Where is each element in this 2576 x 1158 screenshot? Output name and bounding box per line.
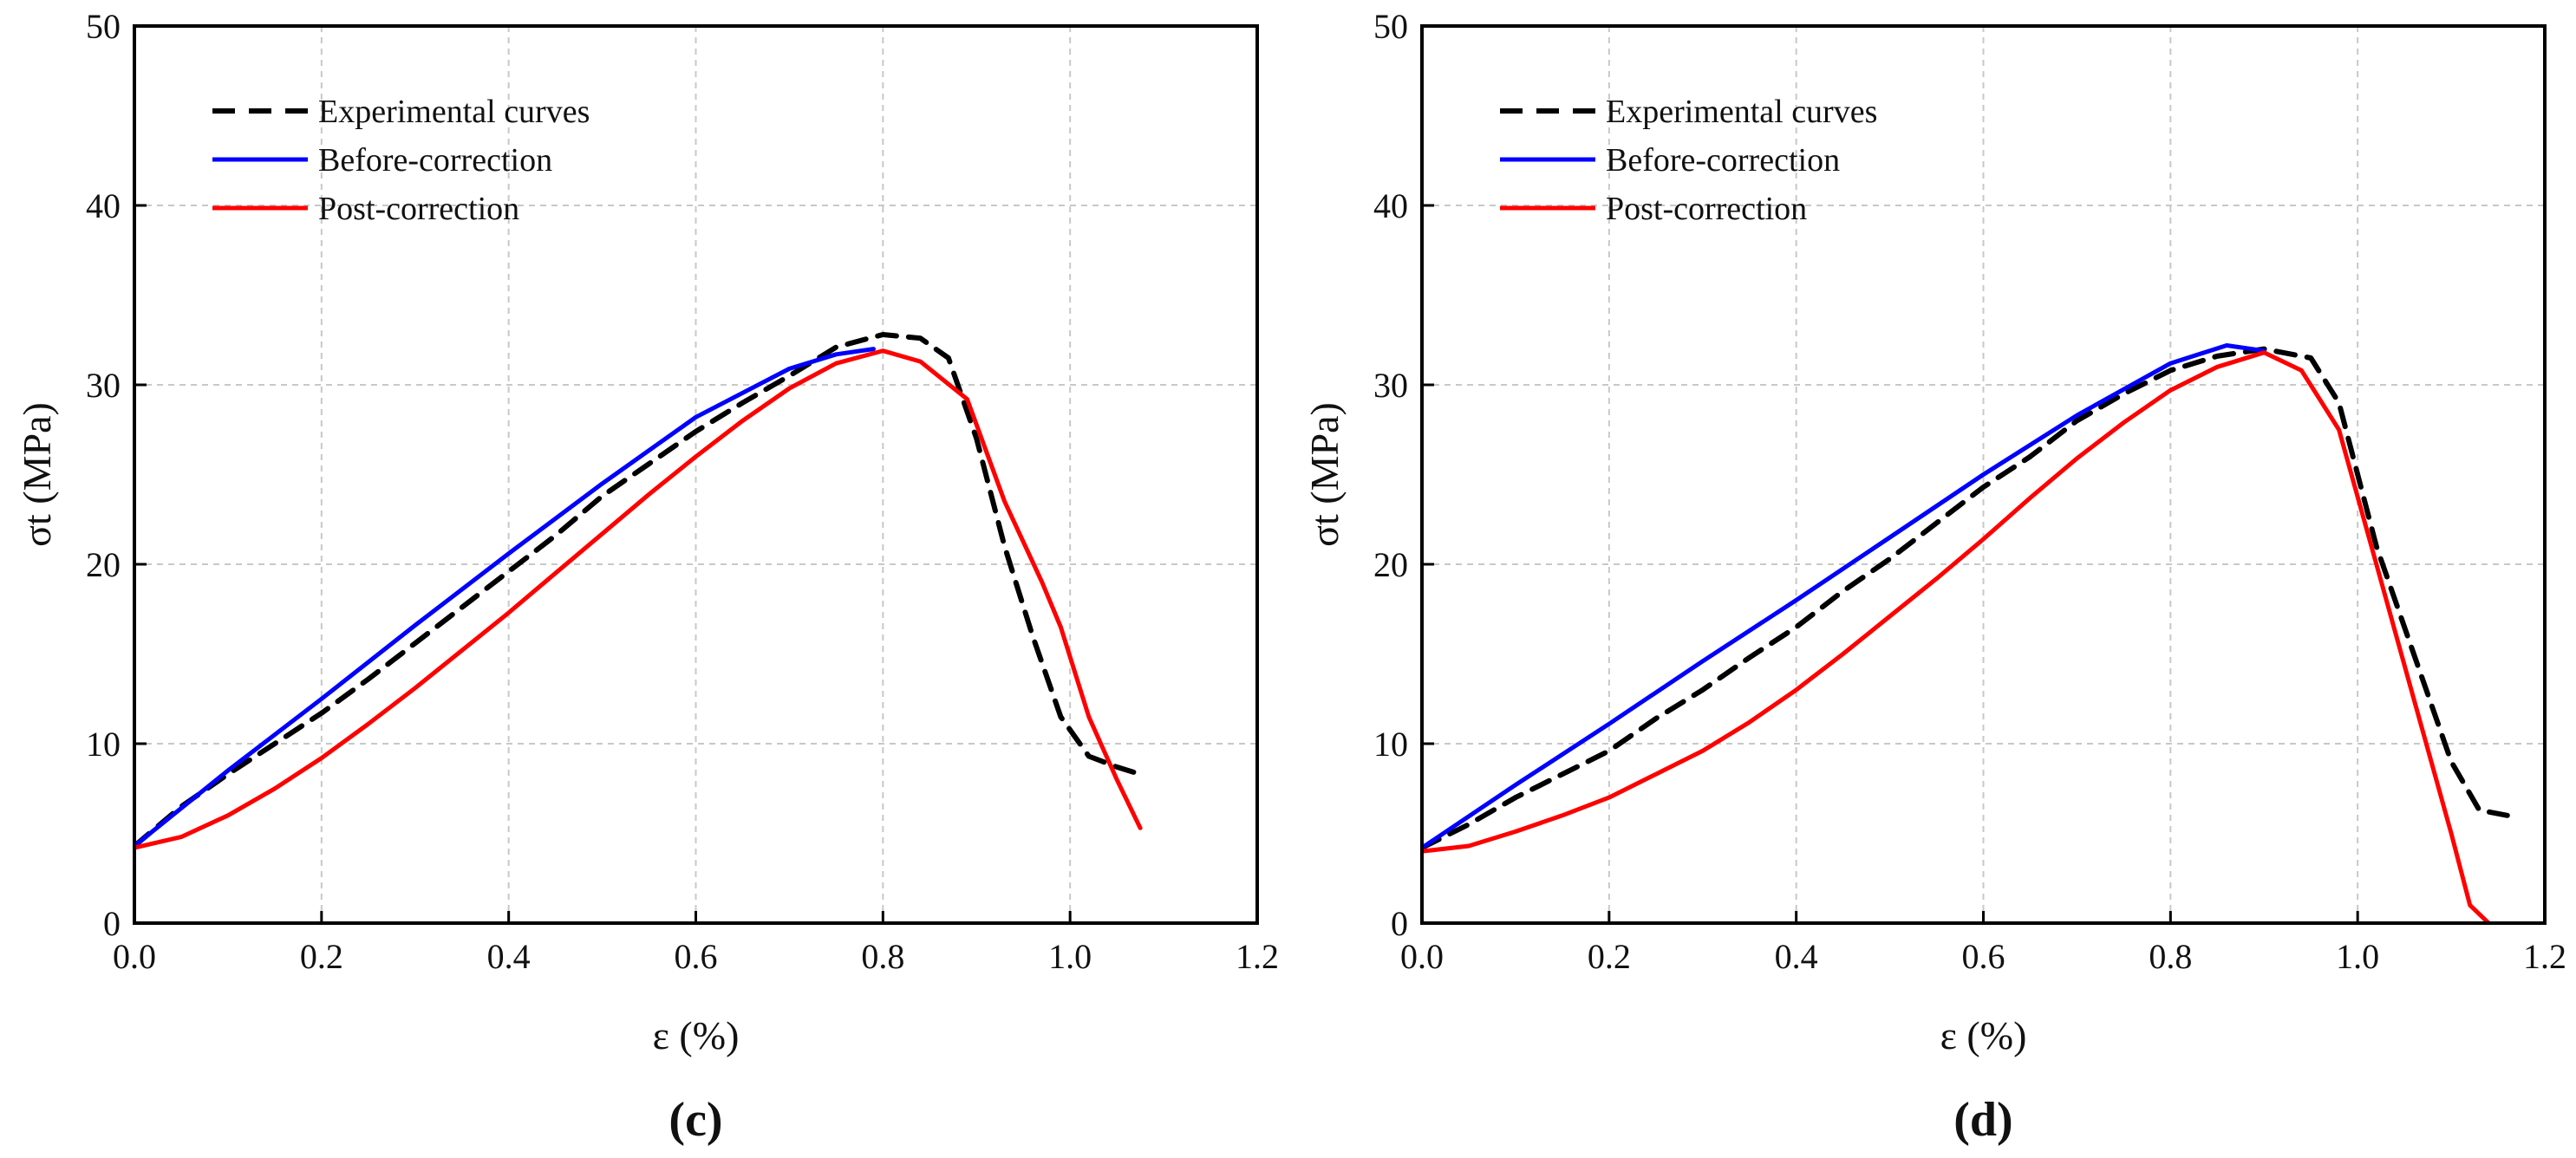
x-tick-label: 0.4 — [487, 937, 531, 976]
chart-svg: 0.0 0.2 0.4 0.6 0.8 1.0 1.2 0 10 20 30 40 50 ε (%) σt … — [1302, 7, 2566, 1147]
legend-label-before-correction: Before-correction — [318, 142, 552, 179]
y-tick-label: 50 — [86, 7, 121, 46]
x-tick-label: 0.6 — [675, 937, 718, 976]
y-tick-label: 50 — [1373, 7, 1408, 46]
y-tick-label: 20 — [86, 545, 121, 584]
x-tick-label: 0.4 — [1775, 937, 1818, 976]
x-tick-label: 0.8 — [2149, 937, 2192, 976]
series-line-post-correction — [134, 348, 1143, 850]
ticks — [133, 24, 1259, 925]
series-line-experimental-curves — [1422, 346, 2510, 851]
y-tick-label: 30 — [86, 366, 121, 405]
series-line-post-correction — [1422, 350, 2491, 923]
grid — [134, 26, 1257, 923]
series-line-before-correction — [1422, 343, 2266, 850]
y-tick-label: 20 — [1373, 545, 1408, 584]
x-tick-label: 1.0 — [1048, 937, 1092, 976]
series-group — [134, 332, 1144, 850]
y-tick-label: 0 — [103, 904, 121, 943]
ticks — [1420, 24, 2547, 925]
legend: Experimental curves Before-correction Post… — [212, 94, 590, 227]
x-tick-label: 1.0 — [2336, 937, 2379, 976]
panel-caption: (c) — [668, 1093, 722, 1147]
chart-svg: 0.0 0.2 0.4 0.6 0.8 1.0 1.2 0 10 20 30 40 50 ε (%) σt … — [15, 7, 1279, 1147]
y-tick-label: 10 — [1373, 725, 1408, 764]
y-tick-label: 10 — [86, 725, 121, 764]
x-tick-label: 0.6 — [1962, 937, 2005, 976]
series-group — [1422, 343, 2510, 923]
legend-label-before-correction: Before-correction — [1606, 142, 1840, 179]
x-tick-label: 1.2 — [2523, 937, 2566, 976]
x-tick-label: 0.2 — [1588, 937, 1631, 976]
legend-label-post-correction: Post-correction — [318, 191, 519, 227]
y-tick-label: 30 — [1373, 366, 1408, 405]
y-axis-title: σt (MPa) — [1302, 402, 1347, 547]
legend-label-experimental-curves: Experimental curves — [318, 94, 590, 130]
x-tick-label: 0.8 — [861, 937, 904, 976]
x-tick-label: 0.2 — [300, 937, 343, 976]
x-tick-label: 0.0 — [113, 937, 156, 976]
legend: Experimental curves Before-correction Post… — [1500, 94, 1877, 227]
x-tick-label: 1.2 — [1236, 937, 1279, 976]
series-line-before-correction — [134, 347, 876, 849]
panel-caption: (d) — [1953, 1093, 2012, 1147]
y-tick-label: 40 — [1373, 186, 1408, 225]
x-axis-title: ε (%) — [653, 1013, 740, 1057]
y-tick-label: 40 — [86, 186, 121, 225]
chart-panel-d: 0.0 0.2 0.4 0.6 0.8 1.0 1.2 0 10 20 30 40 50 ε (%) σt … — [1288, 0, 2575, 1154]
x-axis-title: ε (%) — [1940, 1013, 2027, 1057]
chart-panel-c: 0.0 0.2 0.4 0.6 0.8 1.0 1.2 0 10 20 30 40 50 ε (%) σt … — [0, 0, 1288, 1154]
x-tick-label: 0.0 — [1400, 937, 1444, 976]
legend-label-experimental-curves: Experimental curves — [1606, 94, 1877, 130]
y-tick-label: 0 — [1391, 904, 1408, 943]
series-line-experimental-curves — [134, 332, 1144, 849]
y-axis-title: σt (MPa) — [15, 402, 59, 547]
grid — [1422, 26, 2545, 923]
legend-label-post-correction: Post-correction — [1606, 191, 1807, 227]
